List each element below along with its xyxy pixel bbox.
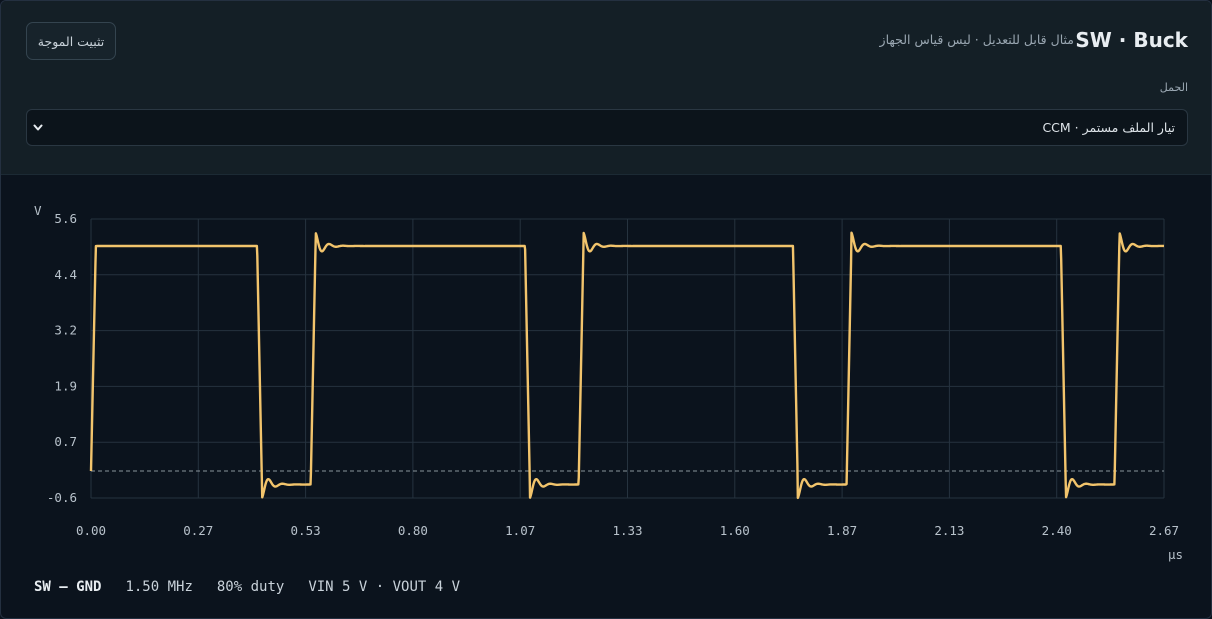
grid [90,218,1165,499]
x-axis-unit: µs [1168,547,1183,562]
x-tick-label: 1.33 [612,523,642,538]
y-axis: 5.6 4.4 3.2 1.9 0.7 -0.6 [47,211,77,505]
chevron-down-icon [33,124,43,131]
voltage-readout: VIN 5 V · VOUT 4 V [308,579,461,595]
panel-header: SW · Buck مثال قابل للتعديل · ليس قياس ا… [1,1,1211,175]
waveform-chart: 5.6 4.4 3.2 1.9 0.7 -0.6 0.00 0.27 0.53 0.80 1.07… [34,203,1183,562]
x-axis: 0.00 0.27 0.53 0.80 1.07 1.33 1.60 1.87 2.13 2.40… [76,523,1179,538]
frequency-readout: 1.50 MHz [125,579,193,595]
load-label: الحمل [1159,81,1188,94]
y-axis-unit: V [34,203,42,218]
x-tick-label: 0.27 [183,523,213,538]
load-select[interactable]: تيار الملف مستمر · CCM [26,109,1188,146]
y-tick-label: -0.6 [47,490,77,505]
y-tick-label: 3.2 [54,323,77,338]
x-tick-label: 0.53 [291,523,321,538]
panel-title: SW · Buck [1075,28,1188,52]
sw-waveform-trace [89,231,1165,500]
x-tick-label: 1.07 [505,523,535,538]
y-tick-label: 4.4 [54,267,77,282]
load-select-value: تيار الملف مستمر · CCM [1042,120,1175,135]
panel-subtitle: مثال قابل للتعديل · ليس قياس الجهاز [879,32,1074,47]
y-tick-label: 0.7 [54,434,77,449]
x-tick-label: 2.13 [934,523,964,538]
x-tick-label: 2.40 [1042,523,1072,538]
x-tick-label: 2.67 [1149,523,1179,538]
x-tick-label: 0.00 [76,523,106,538]
measurement-readout: SW – GND 1.50 MHz 80% duty VIN 5 V · VOU… [34,579,460,595]
duty-readout: 80% duty [216,579,285,595]
x-tick-label: 1.87 [827,523,857,538]
probe-label: SW – GND [34,579,102,595]
x-tick-label: 1.60 [720,523,750,538]
pin-waveform-button[interactable]: تثبيت الموجة [26,22,116,60]
y-tick-label: 1.9 [54,378,77,393]
y-tick-label: 5.6 [54,211,77,226]
x-tick-label: 0.80 [398,523,428,538]
